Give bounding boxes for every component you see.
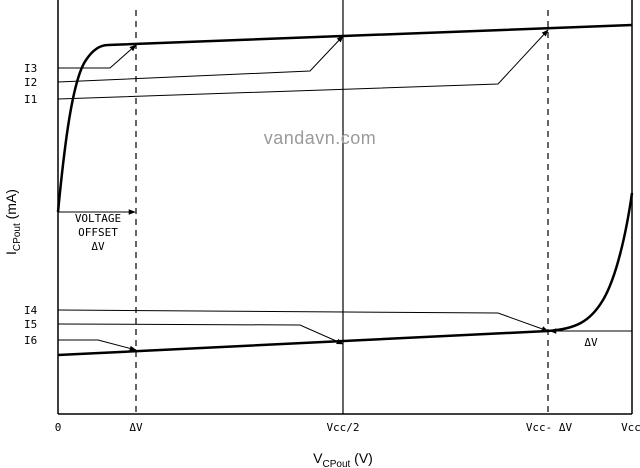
i6-leader-line xyxy=(58,339,137,352)
offset-text-line1: VOLTAGE xyxy=(75,212,121,225)
label-i6: I6 xyxy=(24,334,37,347)
label-i4: I4 xyxy=(24,304,38,317)
offset-text-line2: OFFSET xyxy=(78,226,118,239)
upper-current-curve xyxy=(56,23,633,213)
label-i1: I1 xyxy=(24,93,37,106)
x-tick-vcc: Vcc xyxy=(621,421,640,434)
x-tick-0: 0 xyxy=(55,421,62,434)
i2-leader-line xyxy=(57,35,344,83)
x-tick-vcc-minus-delta: Vcc- ΔV xyxy=(526,421,573,434)
offset-text-line3: ΔV xyxy=(91,240,105,253)
label-i5: I5 xyxy=(24,318,37,331)
label-i2: I2 xyxy=(24,76,37,89)
i3-leader-line xyxy=(58,44,137,69)
watermark: vandavn.com xyxy=(264,128,377,148)
x-tick-vcc-half: Vcc/2 xyxy=(326,421,359,434)
i4-leader-line xyxy=(57,309,549,332)
lower-current-curve xyxy=(57,192,634,357)
x-tick-delta-v: ΔV xyxy=(129,421,143,434)
delta-v-right-label: ΔV xyxy=(584,336,598,349)
i1-leader-line xyxy=(57,29,549,100)
y-axis-title: ICPout (mA) xyxy=(3,189,23,255)
x-axis-title: VCPout (V) xyxy=(313,450,373,468)
label-i3: I3 xyxy=(24,62,37,75)
i5-leader-line xyxy=(57,323,344,345)
